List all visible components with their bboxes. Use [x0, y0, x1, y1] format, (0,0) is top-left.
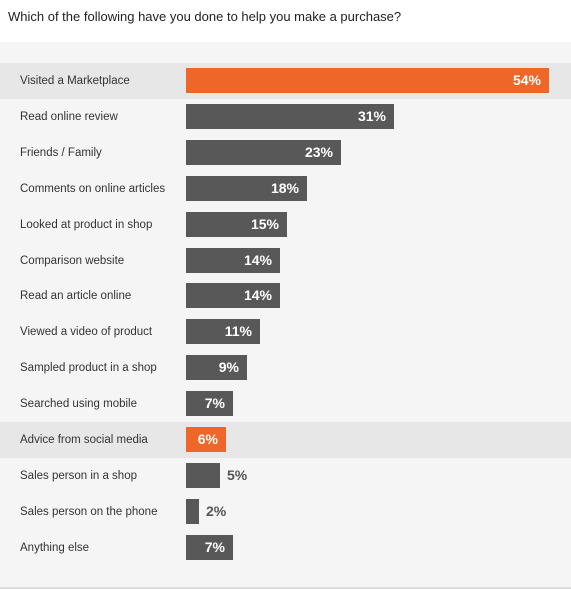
bar — [186, 534, 233, 560]
category-label: Sampled product in a shop — [20, 362, 157, 375]
bar-value-label: 7% — [204, 538, 225, 555]
chart-row: Searched using mobile 7% — [0, 386, 571, 422]
bar-value-label: 11% — [224, 323, 252, 340]
bar-value-label: 7% — [204, 395, 225, 412]
category-label: Comments on online articles — [20, 182, 166, 195]
chart-row: Comparison website 14% — [0, 243, 571, 279]
bar — [186, 139, 341, 165]
category-label: Viewed a video of product — [20, 326, 153, 339]
bar-value-label: 2% — [206, 502, 227, 519]
chart-row: Friends / Family 23% — [0, 135, 571, 171]
category-label: Sales person on the phone — [20, 505, 158, 518]
chart-row: Advice from social media 6% — [0, 422, 571, 458]
bar — [186, 103, 394, 129]
bottom-divider — [0, 587, 571, 589]
bar-value-label: 6% — [197, 431, 218, 447]
bar — [186, 427, 226, 452]
bar — [186, 462, 220, 488]
bar — [186, 498, 199, 524]
bar — [186, 211, 287, 237]
chart-row: Viewed a video of product 11% — [0, 314, 571, 350]
chart-row: Anything else 7% — [0, 530, 571, 566]
bar-value-label: 23% — [304, 143, 333, 160]
bar-value-label: 31% — [357, 107, 386, 124]
page-title: Which of the following have you done to … — [8, 9, 402, 24]
chart-panel — [0, 42, 571, 589]
bar-value-label: 14% — [243, 251, 272, 268]
bar-value-label: 54% — [512, 72, 541, 88]
bar-value-label: 9% — [218, 359, 239, 376]
bar-value-label: 15% — [250, 215, 279, 232]
bar — [186, 68, 549, 93]
bar — [186, 247, 280, 273]
category-label: Read an article online — [20, 290, 132, 303]
category-label: Visited a Marketplace — [20, 75, 130, 87]
category-label: Comparison website — [20, 254, 125, 267]
bar-value-label: 14% — [243, 287, 272, 304]
chart-row: Sales person on the phone 2% — [0, 494, 571, 530]
bar — [186, 391, 233, 417]
chart-row: Read online review 31% — [0, 99, 571, 135]
bar — [186, 355, 247, 381]
bar-value-label: 18% — [270, 179, 299, 196]
bar-value-label: 5% — [227, 466, 248, 483]
chart-row: Looked at product in shop 15% — [0, 207, 571, 243]
category-label: Read online review — [20, 110, 118, 123]
chart-row: Read an article online 14% — [0, 278, 571, 314]
category-label: Anything else — [20, 541, 90, 554]
chart-row: Sales person in a shop 5% — [0, 458, 571, 494]
category-label: Searched using mobile — [20, 398, 137, 411]
chart-row: Comments on online articles 18% — [0, 171, 571, 207]
bar — [186, 175, 307, 201]
chart-row: Visited a Marketplace 54% — [0, 63, 571, 99]
category-label: Looked at product in shop — [20, 218, 153, 231]
category-label: Sales person in a shop — [20, 469, 137, 482]
bar — [186, 319, 260, 345]
category-label: Friends / Family — [20, 146, 102, 159]
bar — [186, 283, 280, 309]
category-label: Advice from social media — [20, 434, 148, 446]
chart-row: Sampled product in a shop 9% — [0, 350, 571, 386]
